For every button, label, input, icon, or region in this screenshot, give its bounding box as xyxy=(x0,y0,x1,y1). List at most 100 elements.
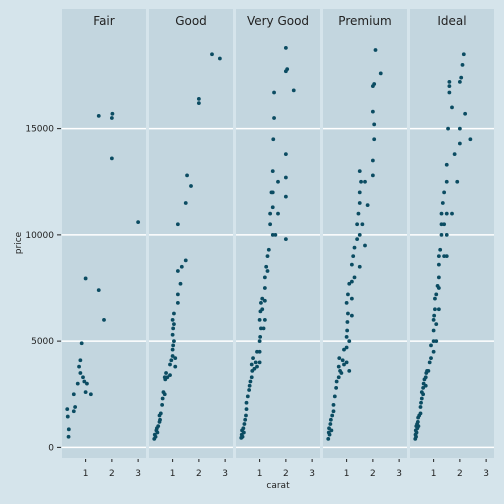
data-point xyxy=(351,254,356,259)
data-point xyxy=(334,385,339,390)
data-point xyxy=(272,116,276,120)
data-point xyxy=(419,396,424,401)
data-point xyxy=(172,339,176,344)
data-point xyxy=(444,232,449,237)
data-point xyxy=(352,275,357,280)
data-point xyxy=(355,222,360,227)
strip-label-good: Good xyxy=(175,14,207,28)
data-point xyxy=(261,326,266,331)
data-point xyxy=(329,428,334,433)
data-point xyxy=(249,362,254,367)
data-point xyxy=(365,203,370,208)
data-point xyxy=(257,360,262,365)
data-point xyxy=(460,62,465,67)
data-point xyxy=(359,179,363,184)
data-point xyxy=(337,356,342,361)
data-point xyxy=(418,411,423,416)
data-point xyxy=(431,317,436,322)
data-point xyxy=(446,126,450,131)
data-point xyxy=(265,269,270,273)
data-point xyxy=(447,84,452,89)
data-point xyxy=(79,341,84,346)
data-point xyxy=(363,179,367,184)
data-point xyxy=(285,67,290,72)
data-point xyxy=(276,179,280,184)
data-point xyxy=(183,201,188,205)
data-point xyxy=(378,71,383,76)
data-point xyxy=(455,179,460,184)
data-point xyxy=(183,258,188,263)
data-point xyxy=(66,434,71,439)
data-point xyxy=(264,264,269,269)
data-point xyxy=(426,368,431,373)
data-point xyxy=(357,264,362,269)
data-point xyxy=(331,409,336,414)
data-point xyxy=(244,413,248,418)
data-point xyxy=(172,322,176,327)
data-point xyxy=(270,205,275,210)
data-point xyxy=(178,281,183,286)
data-point xyxy=(344,360,349,365)
data-point xyxy=(172,311,176,316)
data-point xyxy=(349,313,354,318)
y-tick-label: 15000 xyxy=(25,125,54,135)
data-point xyxy=(436,275,441,280)
panel-background xyxy=(62,9,146,458)
data-point xyxy=(81,375,85,380)
data-point xyxy=(326,436,331,441)
data-point xyxy=(244,407,249,412)
data-point xyxy=(65,407,70,412)
data-point xyxy=(164,371,168,375)
data-point xyxy=(347,281,352,286)
data-point xyxy=(160,402,165,407)
data-point xyxy=(423,375,428,380)
data-point xyxy=(370,158,375,163)
data-point xyxy=(255,349,259,354)
data-point xyxy=(170,354,175,358)
x-tick-label: 3 xyxy=(222,469,228,479)
data-point xyxy=(268,211,273,216)
data-point xyxy=(283,45,288,50)
data-point xyxy=(349,262,354,267)
data-point xyxy=(259,326,263,331)
data-point xyxy=(273,232,278,237)
data-point xyxy=(175,222,180,227)
data-point xyxy=(272,90,276,95)
panel-background xyxy=(323,9,407,458)
y-tick-label: 0 xyxy=(48,443,54,453)
data-point xyxy=(255,364,259,369)
strip-label-very-good: Very Good xyxy=(247,14,309,28)
data-point xyxy=(421,392,426,397)
data-point xyxy=(344,345,349,350)
x-tick-label: 1 xyxy=(257,469,263,479)
data-point xyxy=(153,434,158,439)
data-point xyxy=(340,358,345,363)
data-point xyxy=(436,254,441,259)
data-point xyxy=(262,275,267,280)
data-point xyxy=(165,375,170,380)
data-point xyxy=(436,262,441,267)
data-point xyxy=(328,422,333,426)
data-point xyxy=(452,152,457,157)
data-point xyxy=(162,392,167,397)
data-point xyxy=(429,356,433,361)
data-point xyxy=(110,111,115,116)
data-point xyxy=(373,48,378,52)
data-point xyxy=(344,300,349,305)
strip-label-ideal: Ideal xyxy=(437,14,466,28)
data-point xyxy=(175,292,180,297)
data-point xyxy=(336,364,341,369)
data-point xyxy=(71,409,76,414)
data-point xyxy=(96,288,101,293)
y-tick-label: 10000 xyxy=(25,231,54,241)
data-point xyxy=(82,379,87,384)
data-point xyxy=(349,279,354,284)
data-point xyxy=(73,405,78,409)
data-point xyxy=(416,424,421,429)
data-point xyxy=(352,245,357,250)
data-point xyxy=(158,417,162,422)
data-point xyxy=(155,430,160,435)
data-point xyxy=(243,417,248,422)
data-point xyxy=(447,79,452,84)
